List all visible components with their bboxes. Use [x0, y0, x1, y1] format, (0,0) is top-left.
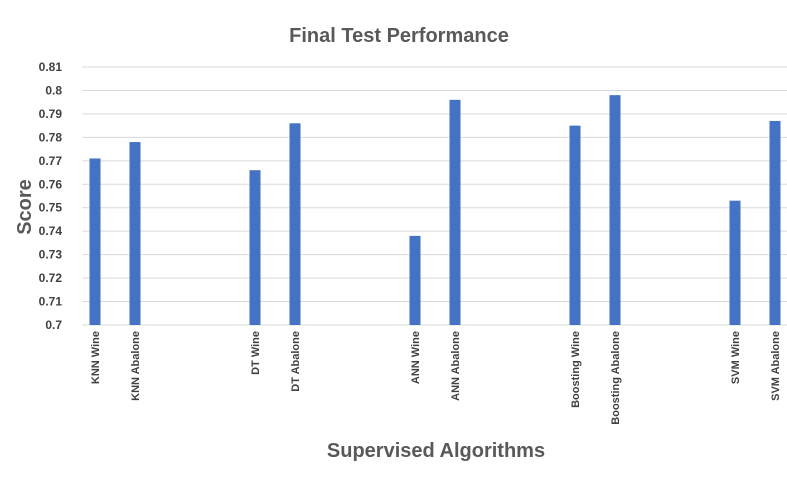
y-tick-label: 0.8 [45, 83, 62, 97]
bar [409, 235, 421, 325]
x-category-label: Boosting Abalone [610, 331, 622, 425]
bars [89, 95, 781, 326]
y-tick-label: 0.81 [39, 60, 63, 74]
y-tick-label: 0.72 [39, 271, 63, 285]
x-category-label: KNN Wine [90, 331, 102, 384]
bar [89, 158, 101, 325]
bar [729, 200, 741, 325]
y-tick-label: 0.78 [39, 130, 63, 144]
bar [289, 123, 301, 325]
gridlines [82, 66, 787, 326]
x-category-label: Boosting Wine [570, 331, 582, 408]
x-axis-label: Supervised Algorithms [327, 440, 545, 462]
y-axis-label: Score [14, 179, 36, 235]
x-category-labels: KNN Wine KNN Abalone DT Wine DT Abalone ANN … [90, 331, 782, 425]
x-category-label: SVM Abalone [770, 331, 782, 401]
x-category-label: ANN Abalone [450, 331, 462, 401]
x-category-label: SVM Wine [730, 331, 742, 384]
bar [249, 170, 261, 325]
y-tick-label: 0.7 [45, 318, 62, 332]
y-tick-labels: 0.7 0.71 0.72 0.73 0.74 0.75 0.76 0.77 0.78 0.79 0… [39, 60, 63, 332]
y-tick-label: 0.74 [39, 224, 63, 238]
bar [769, 120, 781, 325]
y-tick-label: 0.76 [39, 177, 63, 191]
x-category-label: DT Wine [250, 331, 262, 375]
y-tick-label: 0.73 [39, 248, 63, 262]
bar [609, 95, 621, 326]
x-category-label: ANN Wine [410, 331, 422, 384]
bar [569, 125, 581, 326]
x-category-label: DT Abalone [290, 331, 302, 392]
y-tick-label: 0.77 [39, 154, 63, 168]
bar [449, 99, 461, 325]
bar [129, 142, 141, 325]
x-category-label: KNN Abalone [130, 331, 142, 401]
y-tick-label: 0.79 [39, 107, 63, 121]
y-tick-label: 0.75 [39, 201, 63, 215]
chart-title: Final Test Performance [289, 25, 509, 47]
y-tick-label: 0.71 [39, 295, 63, 309]
